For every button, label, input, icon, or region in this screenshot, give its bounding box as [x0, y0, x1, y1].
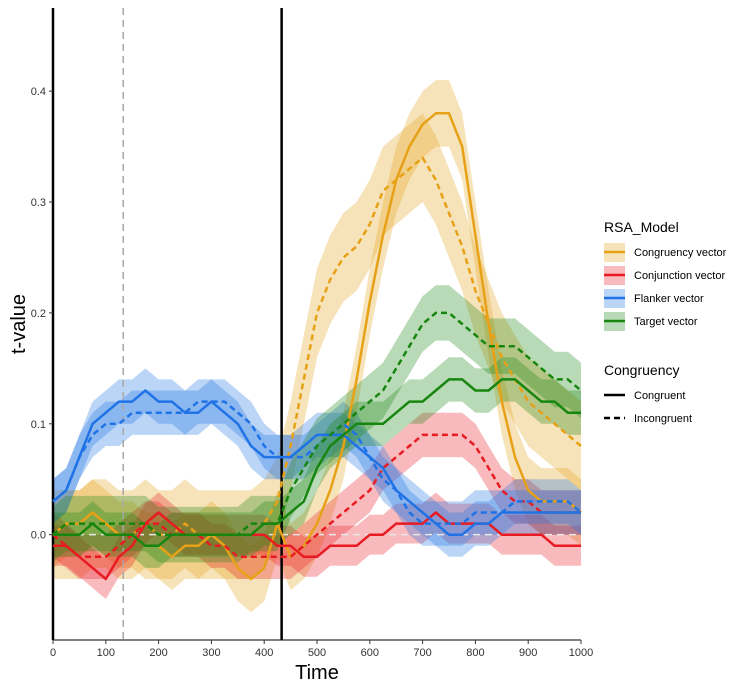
legend-label-target-vector: Target vector — [634, 316, 698, 328]
x-tick-label: 700 — [413, 647, 431, 659]
x-tick-label: 300 — [202, 647, 220, 659]
line-conjunction-vector-congruent — [53, 511, 581, 581]
x-tick-label: 400 — [255, 647, 273, 659]
x-tick-label: 200 — [149, 647, 167, 659]
legend-title-congruency: Congruency — [604, 362, 680, 378]
legend-label-congruency-vector: Congruency vector — [634, 247, 727, 259]
legend: RSA_Model Congruency Congruency vector Co… — [604, 219, 727, 425]
x-tick-label: 900 — [519, 647, 537, 659]
band-flanker-vector-incongruent — [53, 379, 581, 546]
band-conjunction-vector-incongruent — [53, 412, 581, 579]
x-axis-title: Time — [295, 662, 339, 684]
axes: 0 100 200 300 400 500 600 700 800 900 1000 0.0 0.1 0.… — [31, 86, 594, 659]
y-tick-label: 0.4 — [31, 86, 46, 98]
x-tick-label: 500 — [308, 647, 326, 659]
band-target-vector-incongruent — [53, 285, 581, 563]
band-flanker-vector-congruent — [53, 368, 581, 557]
band-target-vector-congruent — [53, 357, 581, 568]
line-flanker-vector-congruent — [52, 389, 581, 536]
series-lines — [52, 112, 582, 581]
legend-label-congruent: Congruent — [634, 390, 685, 402]
band-conjunction-vector-congruent — [53, 492, 581, 599]
band-congruency-vector-congruent — [53, 80, 581, 613]
y-tick-label: 0.2 — [31, 308, 46, 320]
legend-title-model: RSA_Model — [604, 219, 679, 235]
legend-label-conjunction-vector: Conjunction vector — [634, 270, 725, 282]
x-tick-label: 800 — [466, 647, 484, 659]
band-congruency-vector-incongruent — [53, 113, 581, 580]
line-congruency-vector-incongruent — [53, 156, 582, 536]
y-tick-label: 0.3 — [31, 197, 46, 209]
y-tick-label: 0.1 — [31, 419, 46, 431]
legend-label-incongruent: Incongruent — [634, 413, 692, 425]
y-axis-title: t-value — [8, 294, 30, 354]
line-target-vector-congruent — [53, 378, 581, 548]
x-tick-label: 0 — [50, 647, 56, 659]
y-tick-label: 0.0 — [31, 530, 46, 542]
line-target-vector-incongruent — [52, 311, 582, 536]
x-tick-label: 1000 — [569, 647, 593, 659]
confidence-bands — [53, 80, 581, 613]
legend-label-flanker-vector: Flanker vector — [634, 293, 704, 305]
x-tick-label: 100 — [97, 647, 115, 659]
x-tick-label: 600 — [361, 647, 379, 659]
line-conjunction-vector-incongruent — [52, 433, 581, 559]
